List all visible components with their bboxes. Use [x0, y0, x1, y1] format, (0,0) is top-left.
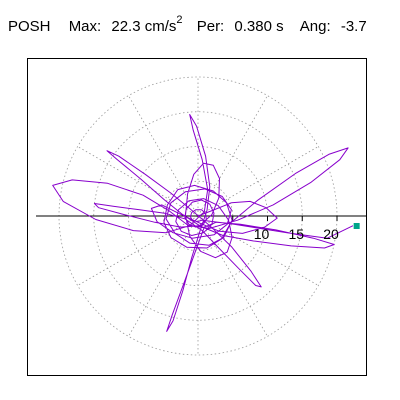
- grid-spoke-150: [77, 146, 199, 217]
- trace-path: [52, 114, 354, 332]
- chart-header: POSH Max: 22.3 cm/s2 Per: 0.380 s Ang: -…: [8, 14, 367, 35]
- radial-tick-label-15: 15: [288, 226, 304, 242]
- angle-value: -3.7: [340, 18, 367, 35]
- grid-spoke-120: [128, 95, 199, 217]
- max-unit: cm/s2: [144, 14, 183, 35]
- radial-tick-labels: 10 15 20: [254, 226, 339, 242]
- axes: [36, 215, 366, 221]
- motion-trace: [52, 114, 354, 332]
- max-marker-layer: [353, 223, 360, 230]
- max-value: 22.3: [111, 18, 141, 35]
- period-value: 0.380 s: [234, 18, 284, 35]
- max-value-marker: [353, 223, 360, 230]
- grid-spoke-210: [77, 215, 199, 286]
- chart-title: POSH: [8, 18, 51, 35]
- radial-tick-label-10: 10: [254, 226, 270, 242]
- max-label: Max:: [68, 18, 102, 35]
- polar-hodogram-chart: 10 15 20: [36, 76, 366, 356]
- polar-plot-frame: 10 15 20: [27, 58, 367, 376]
- angle-label: Ang:: [299, 18, 331, 35]
- radial-tick-label-20: 20: [323, 226, 339, 242]
- grid-spoke-60: [197, 95, 268, 217]
- period-label: Per:: [196, 18, 225, 35]
- max-unit-exponent: 2: [176, 14, 183, 26]
